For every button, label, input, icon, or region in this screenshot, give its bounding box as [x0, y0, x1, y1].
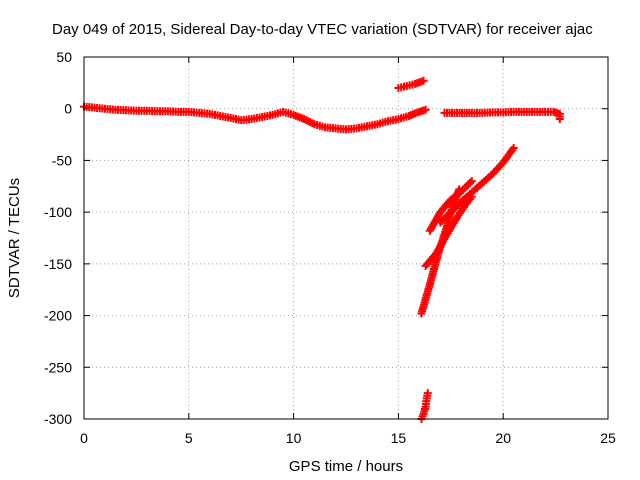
x-axis-label: GPS time / hours — [289, 458, 403, 475]
data-point — [455, 185, 464, 194]
data-point — [509, 144, 518, 153]
x-tick-label: 25 — [600, 430, 616, 446]
x-tick-label: 5 — [185, 430, 193, 446]
y-tick-label: -150 — [44, 256, 72, 272]
x-tick-label: 10 — [286, 430, 302, 446]
y-tick-label: -250 — [44, 359, 72, 375]
y-tick-label: 50 — [56, 49, 72, 65]
x-tick-label: 20 — [495, 430, 511, 446]
data-points — [80, 76, 564, 423]
data-point — [419, 76, 428, 85]
y-axis-label: SDTVAR / TECUs — [6, 178, 23, 298]
y-tick-label: -300 — [44, 411, 72, 427]
data-point — [555, 115, 564, 124]
x-tick-label: 0 — [80, 430, 88, 446]
data-point — [423, 389, 432, 398]
y-tick-labels: -300 -250 -200 -150 -100 -50 0 50 — [44, 49, 72, 427]
chart-title: Day 049 of 2015, Sidereal Day-to-day VTE… — [52, 21, 593, 38]
y-tick-label: -50 — [52, 152, 72, 168]
x-tick-label: 15 — [391, 430, 407, 446]
y-tick-label: -100 — [44, 204, 72, 220]
data-point — [421, 105, 430, 114]
y-tick-label: 0 — [64, 101, 72, 117]
data-point — [467, 177, 476, 186]
x-tick-labels: 0 5 10 15 20 25 — [80, 430, 616, 446]
y-tick-label: -200 — [44, 308, 72, 324]
plot-frame — [83, 56, 609, 420]
